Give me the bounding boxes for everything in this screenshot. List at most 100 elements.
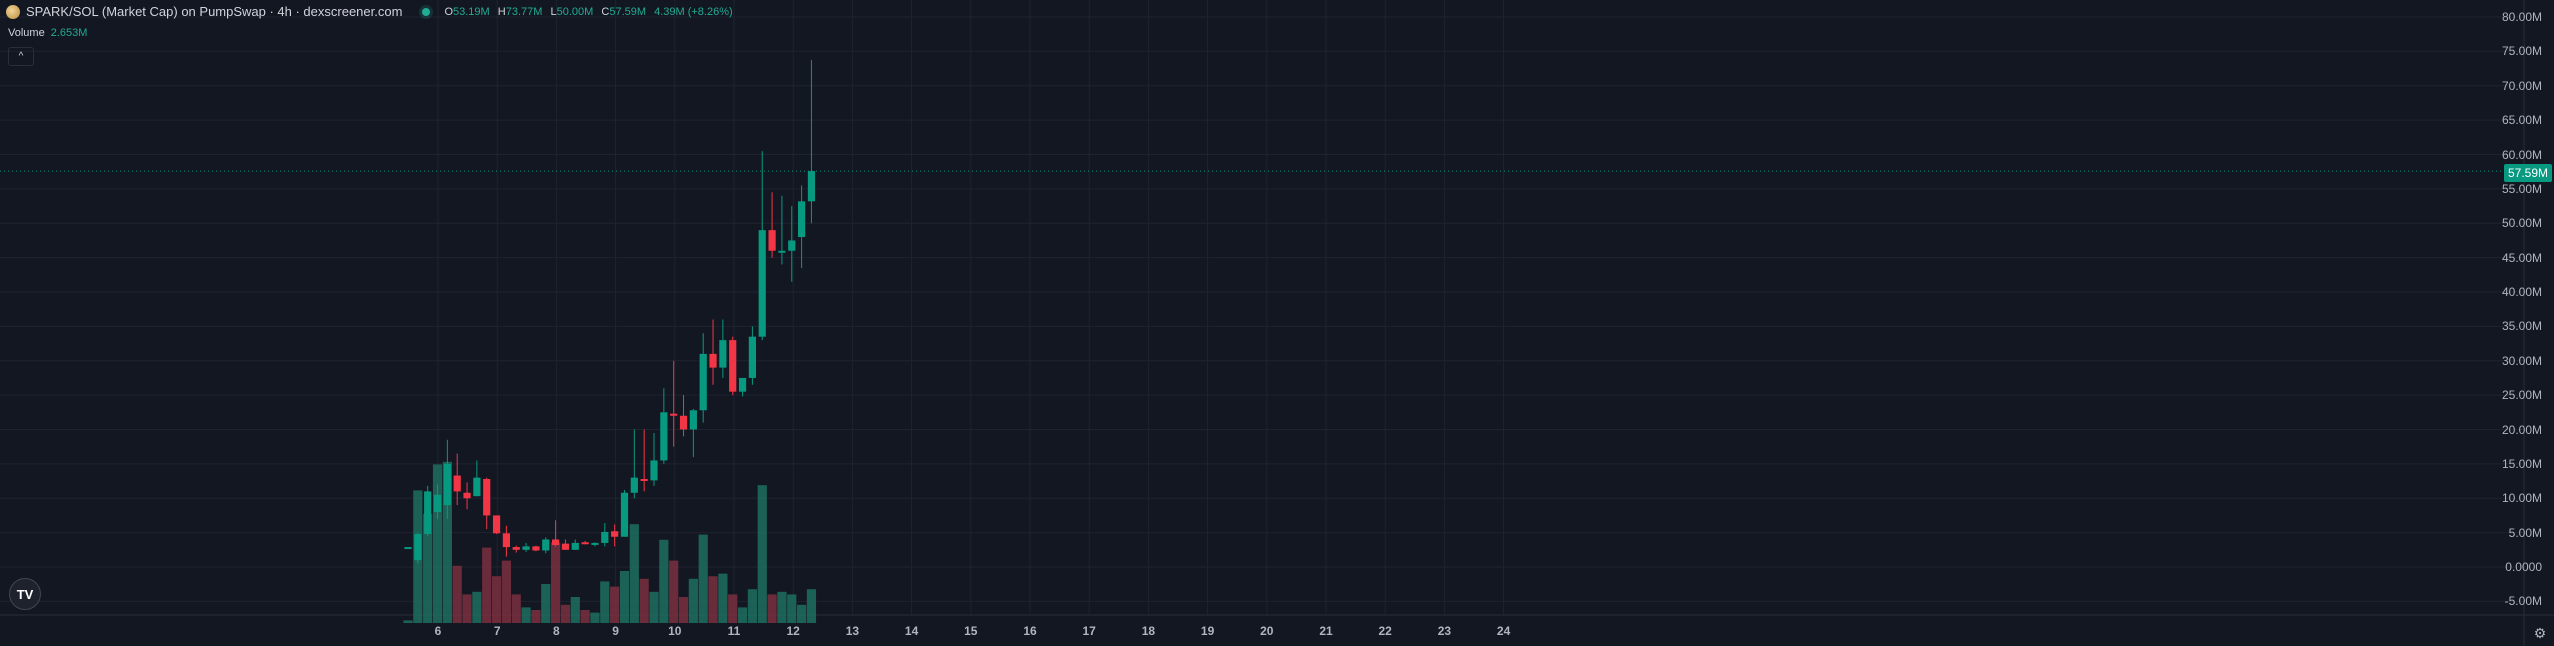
time-axis-label: 23 <box>1437 624 1452 638</box>
time-axis-label: 11 <box>727 624 741 638</box>
last-price-tag: 57.59M <box>2503 164 2552 182</box>
volume-bar <box>737 607 748 623</box>
candle <box>807 171 816 202</box>
candle <box>601 531 609 543</box>
settings-gear-icon[interactable]: ⚙ <box>2533 624 2547 641</box>
volume-bar <box>767 594 777 623</box>
price-axis-label: 0.0000 <box>2505 560 2542 574</box>
volume-bar <box>590 612 600 623</box>
price-axis-label: 60.00M <box>2501 147 2542 162</box>
price-axis-label: 50.00M <box>2501 216 2542 231</box>
open-value: 53.19M <box>453 5 490 18</box>
candle <box>522 546 530 550</box>
volume-bar <box>619 571 630 623</box>
candle <box>709 353 717 368</box>
price-axis-label: 10.00M <box>2501 491 2542 506</box>
price-axis-label: 55.00M <box>2501 181 2542 196</box>
price-axis-label: 25.00M <box>2501 388 2542 403</box>
candle <box>512 547 520 550</box>
volume-bar <box>560 604 571 623</box>
candle <box>620 492 629 537</box>
tradingview-logo-icon[interactable]: TV <box>9 578 41 610</box>
candle <box>581 542 589 545</box>
candle <box>670 413 678 416</box>
price-axis-label: 65.00M <box>2501 113 2542 128</box>
volume-bar <box>698 534 708 623</box>
price-axis-label: 30.00M <box>2501 353 2542 368</box>
volume-bar <box>649 591 659 623</box>
change-value: 4.39M (+8.26%) <box>654 5 733 18</box>
candle <box>483 479 491 516</box>
chevron-up-icon: ^ <box>18 51 24 62</box>
live-status-dot-icon <box>422 7 431 16</box>
volume-label: Volume <box>8 27 45 39</box>
chart-title: SPARK/SOL (Market Cap) on PumpSwap · 4h … <box>26 4 403 19</box>
volume-bar <box>403 620 413 623</box>
time-axis-label: 24 <box>1496 624 1511 638</box>
volume-bar <box>659 539 669 623</box>
price-axis-label: 35.00M <box>2501 319 2542 334</box>
volume-bar <box>639 578 649 623</box>
price-axis-label: -5.00M <box>2504 594 2542 609</box>
candle <box>611 531 619 537</box>
volume-bar <box>610 586 620 623</box>
volume-bar <box>472 591 482 623</box>
time-axis-label: 17 <box>1082 624 1096 638</box>
volume-bar <box>688 578 698 623</box>
time-axis-label: 14 <box>904 624 919 638</box>
volume-bar <box>442 461 452 623</box>
candle <box>542 539 550 551</box>
price-axis-label: 45.00M <box>2501 250 2542 265</box>
candle <box>778 250 786 253</box>
time-axis-label: 9 <box>612 624 619 638</box>
candle <box>630 477 638 493</box>
candle <box>571 542 579 550</box>
volume-bar <box>797 604 807 623</box>
candle <box>640 479 648 481</box>
time-axis-label: 8 <box>553 624 560 638</box>
volume-bar <box>551 542 561 623</box>
candle <box>414 534 422 561</box>
candle <box>453 475 461 492</box>
candle <box>768 230 776 251</box>
volume-bar <box>511 594 521 623</box>
candle <box>660 412 668 461</box>
time-axis-label: 6 <box>434 624 442 638</box>
candle <box>433 494 442 512</box>
time-axis-label: 10 <box>668 624 682 638</box>
volume-bar <box>708 576 718 623</box>
candle <box>473 477 481 497</box>
volume-bar <box>491 576 502 623</box>
time-axis-label: 18 <box>1141 624 1156 638</box>
volume-bar <box>600 581 610 623</box>
price-axis-label: 80.00M <box>2501 10 2542 24</box>
candle <box>561 543 570 550</box>
volume-bar <box>806 589 817 623</box>
candle <box>738 377 747 392</box>
time-axis-label: 7 <box>493 624 501 638</box>
candle <box>699 353 707 411</box>
collapse-legend-button[interactable]: ^ <box>8 47 34 66</box>
volume-bar <box>728 594 738 623</box>
time-axis-label: 13 <box>845 624 860 638</box>
time-axis-label: 12 <box>786 624 800 638</box>
candle <box>552 539 560 545</box>
high-value: 73.77M <box>505 5 543 18</box>
candle <box>679 415 688 430</box>
volume-legend: Volume 2.653M <box>8 27 87 39</box>
candle <box>758 230 766 337</box>
candle <box>502 533 510 548</box>
candle <box>532 546 540 551</box>
price-axis-label: 20.00M <box>2501 422 2542 437</box>
time-axis-label: 22 <box>1378 624 1392 638</box>
volume-bar <box>423 513 433 623</box>
candle <box>404 547 412 550</box>
volume-bar <box>521 607 531 623</box>
volume-bar <box>629 524 639 623</box>
candle <box>463 492 471 499</box>
time-axis-label: 15 <box>964 624 978 638</box>
candle <box>748 336 756 378</box>
candle <box>719 340 727 368</box>
volume-bar <box>501 560 511 623</box>
